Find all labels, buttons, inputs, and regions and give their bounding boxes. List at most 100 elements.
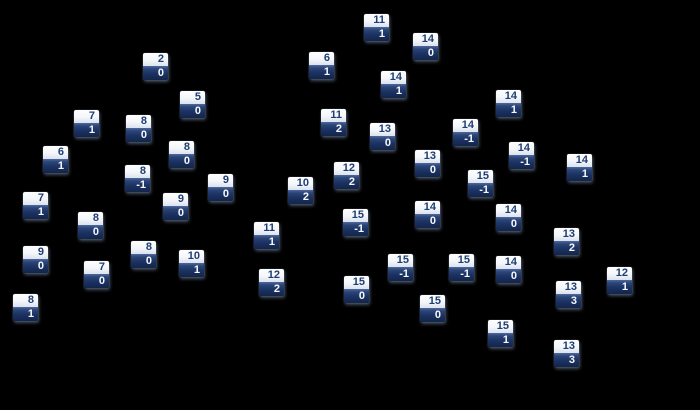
low-value: 1 bbox=[309, 65, 334, 79]
high-value: 15 bbox=[343, 209, 368, 222]
high-value: 13 bbox=[370, 123, 395, 136]
low-value: 1 bbox=[13, 307, 38, 321]
low-value: 1 bbox=[23, 205, 48, 219]
station-marker[interactable]: 15 -1 bbox=[343, 209, 368, 236]
station-marker[interactable]: 14 -1 bbox=[509, 142, 534, 169]
station-marker[interactable]: 13 0 bbox=[415, 150, 440, 177]
low-value: 1 bbox=[496, 103, 521, 117]
station-marker[interactable]: 11 1 bbox=[364, 14, 389, 41]
high-value: 2 bbox=[143, 53, 168, 66]
low-value: 0 bbox=[84, 274, 109, 288]
low-value: 0 bbox=[126, 128, 151, 142]
station-marker[interactable]: 11 1 bbox=[254, 222, 279, 249]
low-value: 0 bbox=[163, 206, 188, 220]
low-value: 1 bbox=[74, 123, 99, 137]
low-value: -1 bbox=[125, 178, 150, 192]
station-marker[interactable]: 10 1 bbox=[179, 250, 204, 277]
low-value: -1 bbox=[449, 267, 474, 281]
high-value: 9 bbox=[208, 174, 233, 187]
station-marker[interactable]: 15 0 bbox=[344, 276, 369, 303]
high-value: 6 bbox=[309, 52, 334, 65]
low-value: 0 bbox=[180, 104, 205, 118]
high-value: 14 bbox=[567, 154, 592, 167]
high-value: 8 bbox=[169, 141, 194, 154]
station-marker[interactable]: 11 2 bbox=[321, 109, 346, 136]
high-value: 15 bbox=[388, 254, 413, 267]
high-value: 12 bbox=[334, 162, 359, 175]
high-value: 11 bbox=[254, 222, 279, 235]
high-value: 15 bbox=[468, 170, 493, 183]
high-value: 15 bbox=[488, 320, 513, 333]
station-marker[interactable]: 14 1 bbox=[567, 154, 592, 181]
station-marker[interactable]: 14 1 bbox=[496, 90, 521, 117]
high-value: 9 bbox=[163, 193, 188, 206]
station-marker[interactable]: 13 3 bbox=[556, 281, 581, 308]
station-marker[interactable]: 14 -1 bbox=[453, 119, 478, 146]
low-value: 0 bbox=[496, 217, 521, 231]
low-value: 0 bbox=[169, 154, 194, 168]
station-marker[interactable]: 14 0 bbox=[496, 204, 521, 231]
low-value: 1 bbox=[381, 84, 406, 98]
high-value: 15 bbox=[449, 254, 474, 267]
high-value: 8 bbox=[126, 115, 151, 128]
station-marker[interactable]: 14 0 bbox=[415, 201, 440, 228]
low-value: 0 bbox=[415, 163, 440, 177]
high-value: 7 bbox=[74, 110, 99, 123]
high-value: 7 bbox=[23, 192, 48, 205]
low-value: 0 bbox=[78, 225, 103, 239]
high-value: 8 bbox=[13, 294, 38, 307]
high-value: 15 bbox=[344, 276, 369, 289]
low-value: 1 bbox=[567, 167, 592, 181]
station-marker[interactable]: 13 0 bbox=[370, 123, 395, 150]
low-value: 0 bbox=[208, 187, 233, 201]
high-value: 5 bbox=[180, 91, 205, 104]
high-value: 11 bbox=[364, 14, 389, 27]
station-marker[interactable]: 12 1 bbox=[607, 267, 632, 294]
low-value: 1 bbox=[607, 280, 632, 294]
low-value: 1 bbox=[254, 235, 279, 249]
high-value: 13 bbox=[415, 150, 440, 163]
station-marker[interactable]: 15 -1 bbox=[468, 170, 493, 197]
station-marker[interactable]: 8 -1 bbox=[125, 165, 150, 192]
station-marker[interactable]: 14 0 bbox=[413, 33, 438, 60]
station-marker[interactable]: 12 2 bbox=[259, 269, 284, 296]
low-value: 3 bbox=[556, 294, 581, 308]
station-marker[interactable]: 15 -1 bbox=[449, 254, 474, 281]
low-value: 1 bbox=[364, 27, 389, 41]
low-value: 0 bbox=[413, 46, 438, 60]
station-marker[interactable]: 15 -1 bbox=[388, 254, 413, 281]
high-value: 10 bbox=[179, 250, 204, 263]
station-marker[interactable]: 13 2 bbox=[554, 228, 579, 255]
station-marker[interactable]: 15 1 bbox=[488, 320, 513, 347]
low-value: 2 bbox=[334, 175, 359, 189]
station-marker[interactable]: 13 3 bbox=[554, 340, 579, 367]
station-marker[interactable]: 12 2 bbox=[334, 162, 359, 189]
high-value: 14 bbox=[509, 142, 534, 155]
station-marker[interactable]: 14 0 bbox=[496, 256, 521, 283]
station-marker[interactable]: 14 1 bbox=[381, 71, 406, 98]
high-value: 14 bbox=[381, 71, 406, 84]
low-value: 0 bbox=[370, 136, 395, 150]
high-value: 8 bbox=[78, 212, 103, 225]
station-marker[interactable]: 10 2 bbox=[288, 177, 313, 204]
high-value: 14 bbox=[496, 204, 521, 217]
station-marker[interactable]: 15 0 bbox=[420, 295, 445, 322]
high-value: 14 bbox=[496, 90, 521, 103]
high-value: 11 bbox=[321, 109, 346, 122]
high-value: 14 bbox=[496, 256, 521, 269]
